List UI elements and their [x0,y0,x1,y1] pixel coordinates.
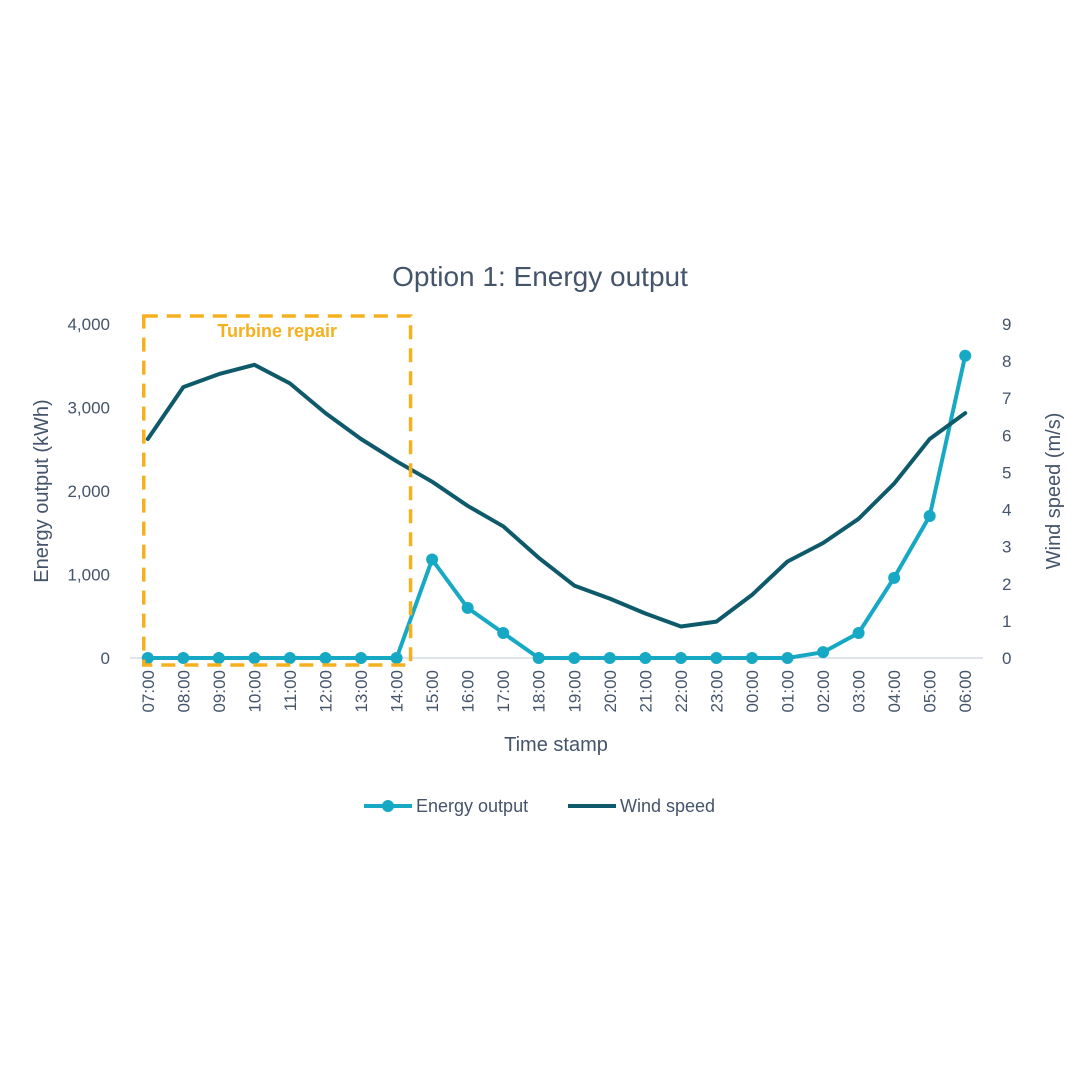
y2-tick-label: 6 [1002,426,1011,445]
turbine-repair-label: Turbine repair [217,321,337,341]
y-tick-label: 2,000 [67,482,110,501]
y2-axis-label: Wind speed (m/s) [1043,413,1065,570]
data-point [639,652,652,664]
data-point [888,571,901,584]
legend-label-wind-speed: Wind speed [620,796,715,816]
x-tick-label: 22:00 [672,670,691,713]
x-tick-label: 20:00 [601,670,620,713]
data-point [745,652,758,664]
x-tick-label: 18:00 [530,670,549,713]
x-tick-label: 11:00 [281,670,300,711]
data-point [426,553,439,566]
y2-tick-label: 1 [1002,612,1011,631]
x-tick-label: 02:00 [814,670,833,713]
data-point [177,652,190,664]
x-tick-label: 09:00 [210,670,229,713]
y-tick-label: 4,000 [67,315,110,334]
data-point [248,652,261,664]
x-tick-label: 06:00 [956,670,975,713]
data-point [532,652,545,664]
data-point [817,646,830,659]
x-tick-label: 03:00 [850,670,869,713]
series-line-energy-output [145,353,968,660]
y2-tick-label: 5 [1002,463,1011,482]
x-tick-label: 12:00 [316,670,335,713]
data-point [781,652,794,664]
chart-title: Option 1: Energy output [392,261,688,292]
x-tick-label: 08:00 [174,670,193,713]
data-point [959,349,972,362]
y2-tick-label: 4 [1002,501,1011,520]
legend: Energy output Wind speed [364,796,715,816]
legend-label-energy-output: Energy output [416,796,528,816]
x-axis-label: Time stamp [504,734,608,756]
data-point [283,652,296,664]
x-tick-label: 14:00 [388,670,407,713]
x-tick-label: 10:00 [245,670,264,713]
x-tick-label: 17:00 [494,670,513,713]
data-point [568,652,581,664]
y2-tick-label: 3 [1002,538,1011,557]
legend-item-energy-output[interactable]: Energy output [364,796,528,816]
data-point [390,652,403,664]
x-tick-label: 19:00 [565,670,584,713]
data-point [319,652,332,664]
data-point [497,626,510,639]
y2-tick-label: 7 [1002,389,1011,408]
y-tick-label: 0 [101,649,110,668]
turbine-repair-box [142,314,413,667]
x-tick-label: 07:00 [139,670,158,713]
data-point [212,652,225,664]
x-tick-label: 13:00 [352,670,371,713]
y2-tick-label: 8 [1002,352,1011,371]
y-tick-label: 1,000 [67,566,110,585]
y-axis-label: Energy output (kWh) [31,399,53,582]
data-point [710,652,723,664]
x-tick-label: 21:00 [636,670,655,713]
series-line-wind-speed [145,362,968,629]
x-tick-label: 23:00 [707,670,726,713]
legend-item-wind-speed[interactable]: Wind speed [568,796,715,816]
x-tick-label: 16:00 [459,670,478,713]
x-tick-label: 04:00 [885,670,904,713]
y2-tick-label: 2 [1002,575,1011,594]
y2-tick-label: 9 [1002,315,1011,334]
data-point [674,652,687,664]
x-tick-label: 15:00 [423,670,442,713]
y-tick-label: 3,000 [67,399,110,418]
x-tick-label: 00:00 [743,670,762,713]
data-point [461,601,474,614]
data-point [923,510,936,523]
data-point [355,652,368,664]
data-point [603,652,616,664]
y2-tick-label: 0 [1002,649,1011,668]
x-tick-label: 05:00 [921,670,940,713]
x-tick-label: 01:00 [779,670,798,713]
data-point [852,626,865,639]
legend-marker-energy-output [382,800,394,812]
